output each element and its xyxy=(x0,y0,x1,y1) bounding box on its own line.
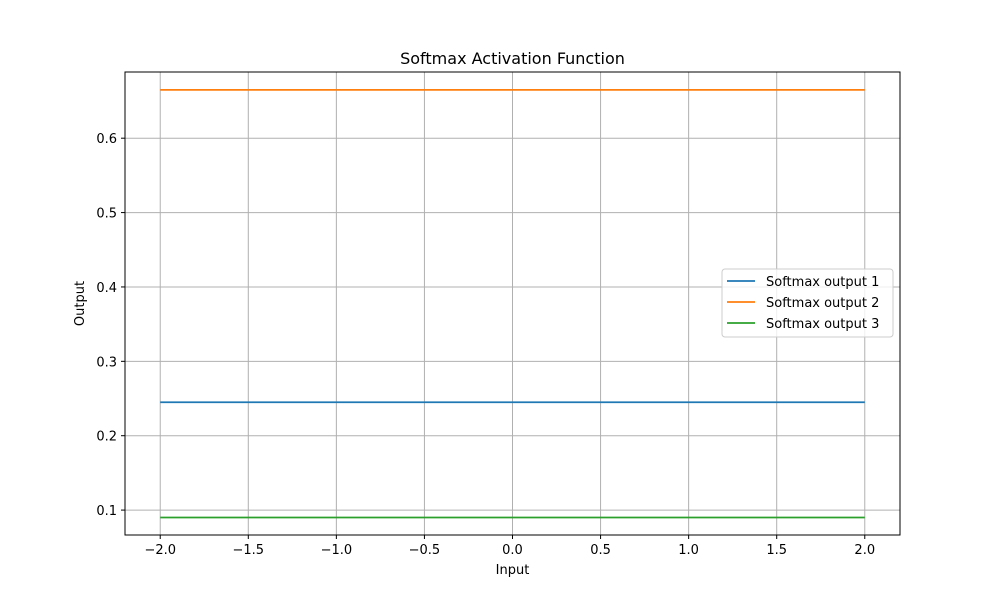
y-tick-label: 0.5 xyxy=(96,207,117,222)
x-tick-label: 0.5 xyxy=(590,543,611,558)
x-tick-label: 0.0 xyxy=(502,543,523,558)
legend-box xyxy=(721,268,894,338)
x-tick-label: −0.5 xyxy=(409,543,441,558)
x-tick-label: −2.0 xyxy=(144,543,176,558)
x-tick-label: 1.5 xyxy=(766,543,787,558)
y-axis-label: Output xyxy=(73,281,88,326)
axis-ticks: −2.0 −1.5 −1.0 −0.5 0.0 0.5 1.0 1.5 2.0 0.1 0.2 0.3… xyxy=(96,132,875,558)
chart-title: Softmax Activation Function xyxy=(400,49,625,68)
y-tick-label: 0.4 xyxy=(96,281,117,296)
y-tick-label: 0.3 xyxy=(96,355,117,370)
x-axis-label: Input xyxy=(496,563,530,578)
legend-entries: Softmax output 1 Softmax output 2 Softmax … xyxy=(727,275,879,332)
x-tick-label: −1.0 xyxy=(321,543,353,558)
x-tick-label: 2.0 xyxy=(854,543,875,558)
legend-label-2: Softmax output 2 xyxy=(766,296,879,311)
y-tick-label: 0.2 xyxy=(96,430,117,445)
x-tick-label: 1.0 xyxy=(678,543,699,558)
legend: Softmax output 1 Softmax output 2 Softmax … xyxy=(721,268,894,338)
y-tick-label: 0.6 xyxy=(96,132,117,147)
y-tick-label: 0.1 xyxy=(96,504,117,519)
x-tick-label: −1.5 xyxy=(233,543,265,558)
legend-label-3: Softmax output 3 xyxy=(766,317,879,332)
series-lines xyxy=(160,88,865,519)
legend-label-1: Softmax output 1 xyxy=(766,275,879,290)
